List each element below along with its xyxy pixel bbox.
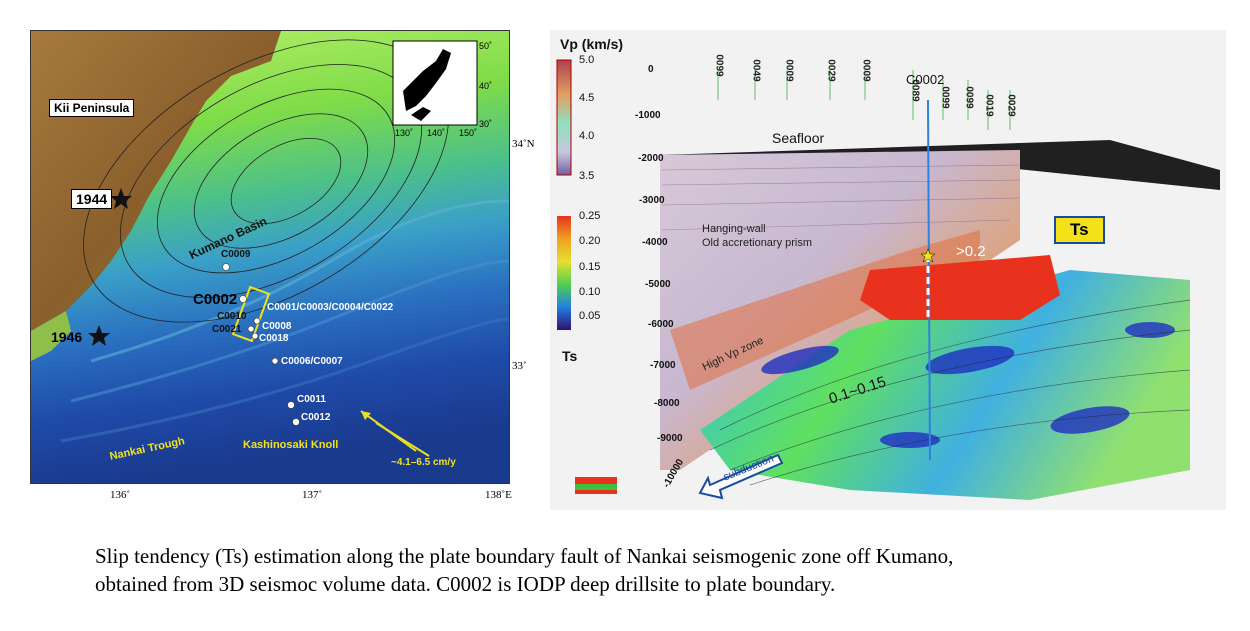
eq-1944-label: 1944: [71, 189, 113, 209]
depth-3000: -3000: [639, 195, 665, 206]
lat-tick-33: 33˚: [512, 360, 527, 372]
earthquake-1944-star: [110, 188, 132, 209]
plate-rate-label: ~4.1–6.5 cm/y: [391, 457, 456, 468]
site-c0012-label: C0012: [301, 412, 331, 423]
site-c0001-label: C0001/C0003/C0004/C0022: [267, 302, 394, 313]
inset-lat-30: 30˚: [479, 119, 493, 129]
ts-tick-0-20: 0.20: [579, 235, 601, 247]
ts-tick-0-25: 0.25: [579, 210, 601, 222]
seafloor-surface: [660, 140, 1220, 190]
depth-6000: -6000: [648, 319, 674, 330]
drill-sites: [222, 263, 300, 426]
figure-caption: Slip tendency (Ts) estimation along the …: [95, 542, 1215, 598]
depth-1000: -1000: [635, 110, 661, 121]
inset-map: [392, 40, 478, 126]
vp-tick-4-5: 4.5: [579, 92, 595, 104]
site-c0018-label: C0018: [259, 333, 289, 344]
top-tick-6: 0099: [939, 86, 951, 109]
vp-tick-4: 4.0: [579, 130, 595, 142]
kashinosaki-label: Kashinosaki Knoll: [243, 439, 339, 451]
subduction-arrow: [698, 453, 784, 500]
inset-lat-40: 40˚: [479, 81, 493, 91]
vp-title: Vp (km/s): [560, 36, 624, 52]
survey-box: [231, 285, 271, 343]
inset-lon-130: 130˚: [395, 128, 414, 138]
depth-0: 0: [648, 64, 654, 75]
caption-line-1: Slip tendency (Ts) estimation along the …: [95, 544, 954, 568]
caption-line-2: obtained from 3D seismoc volume data. C0…: [95, 572, 836, 596]
vp-tick-3-5: 3.5: [579, 170, 595, 182]
depth-2000: -2000: [638, 153, 664, 164]
fault-surface: [700, 270, 1190, 500]
ts-tick-0-10: 0.10: [579, 286, 601, 298]
gt-label: >0.2: [956, 243, 986, 260]
depth-4000: -4000: [642, 237, 668, 248]
site-c0021-label: C0021: [212, 324, 242, 335]
ts-tick-0-05: 0.05: [579, 310, 601, 322]
well-label: C0002: [906, 72, 945, 87]
ts-colorbar: [557, 216, 571, 330]
hanging-wall-label: Hanging-wall: [702, 223, 766, 235]
kii-peninsula-label: Kii Peninsula: [49, 99, 135, 117]
map-graphic: [31, 31, 509, 483]
depth-5000: -5000: [645, 279, 671, 290]
top-tick-8: 0019: [983, 94, 995, 117]
vp-colorbar: [556, 59, 572, 176]
seafloor-label: Seafloor: [772, 130, 825, 146]
ts-tick-0-15: 0.15: [579, 261, 601, 273]
seismic-volume-panel: Vp (km/s) 5.0 4.5 4.0 3.5 0.25 0.20 0.15…: [550, 30, 1226, 510]
ts-title: Ts: [562, 348, 578, 364]
high-ts-zone: [860, 255, 1060, 320]
lon-tick-137: 137˚: [302, 489, 323, 501]
top-tick-3: 0029: [825, 59, 837, 82]
depth-8000: -8000: [654, 398, 680, 409]
top-tick-1: 0099: [713, 54, 725, 77]
site-c0011-label: C0011: [297, 394, 326, 405]
top-tick-2: 0049: [750, 59, 762, 82]
seismic-graphic: [556, 59, 1220, 500]
depth-9000: -9000: [657, 433, 683, 444]
inset-lat-50: 50˚: [479, 41, 493, 51]
lon-tick-136: 136˚: [110, 489, 131, 501]
inset-lon-150: 150˚: [459, 128, 478, 138]
old-prism-label: Old accretionary prism: [702, 237, 813, 249]
top-tick-4: 0009: [860, 59, 872, 82]
site-c0010-label: C0010: [217, 311, 247, 322]
depth-7000: -7000: [650, 360, 676, 371]
inset-lon-140: 140˚: [427, 128, 446, 138]
earthquake-1946-star: [88, 325, 110, 346]
eq-1946-label: 1946: [51, 329, 83, 345]
site-c0002-label: C0002: [193, 291, 238, 308]
bathymetry-map: Kii Peninsula Kumano Basin C0001/C0003/C…: [30, 30, 510, 484]
top-tick-10: 0009: [783, 59, 795, 82]
top-tick-9: 0029: [1005, 94, 1017, 117]
site-c0009-label: C0009: [221, 249, 251, 260]
lon-tick-138: 138˚E: [485, 489, 512, 501]
top-tick-7: 0099: [963, 86, 975, 109]
site-c0008-label: C0008: [262, 321, 292, 332]
lat-tick-34: 34˚N: [512, 138, 535, 150]
site-c0006-label: C0006/C0007: [281, 356, 343, 367]
vp-tick-5: 5.0: [579, 54, 595, 66]
ts-box-label: Ts: [1054, 216, 1105, 244]
